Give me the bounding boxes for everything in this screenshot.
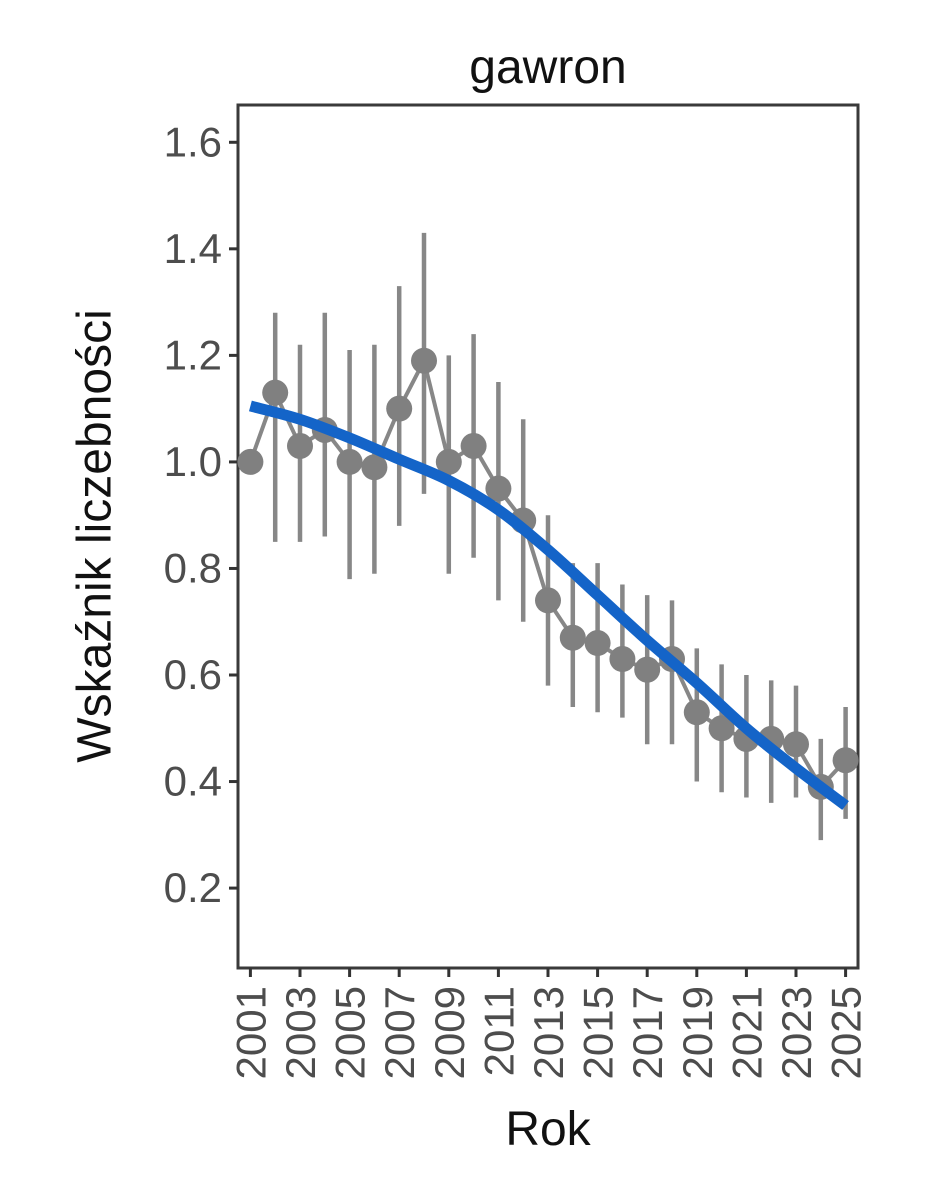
data-point-2020 (708, 715, 735, 742)
y-tick-label: 0.8 (164, 544, 222, 591)
x-tick-label: 2023 (773, 986, 820, 1079)
data-point-2003 (287, 432, 313, 459)
x-tick-label: 2003 (277, 986, 324, 1079)
chart-title: gawron (469, 41, 627, 94)
data-point-2006 (361, 454, 388, 481)
y-tick-label: 0.2 (164, 864, 222, 911)
x-tick-label: 2005 (327, 986, 374, 1079)
data-point-2015 (584, 630, 611, 657)
x-tick-label: 2019 (674, 986, 721, 1079)
x-tick-label: 2011 (475, 986, 522, 1076)
x-tick-label: 2001 (227, 986, 274, 1079)
y-tick-label: 1.2 (164, 331, 222, 378)
x-tick-label: 2021 (723, 986, 770, 1079)
x-tick-label: 2015 (575, 986, 622, 1079)
x-tick-label: 2009 (426, 986, 473, 1079)
y-tick-label: 0.6 (164, 651, 222, 698)
data-point-2010 (460, 432, 487, 459)
data-point-2001 (237, 448, 264, 475)
x-axis-title: Rok (505, 1103, 591, 1156)
data-point-2008 (411, 347, 437, 374)
y-tick-label: 0.4 (164, 758, 222, 805)
y-tick-label: 1.4 (164, 225, 222, 272)
data-point-2009 (435, 448, 462, 475)
data-point-2017 (634, 656, 661, 683)
x-tick-label: 2017 (624, 986, 671, 1079)
y-tick-label: 1.0 (164, 438, 222, 485)
data-point-2023 (783, 731, 809, 758)
trend-line (248, 400, 849, 810)
x-tick-label: 2007 (376, 986, 423, 1079)
data-point-2007 (386, 395, 413, 422)
data-point-2005 (336, 448, 363, 475)
x-tick-label: 2013 (525, 986, 572, 1079)
data-point-2011 (485, 475, 512, 502)
data-point-2014 (559, 624, 586, 651)
data-point-2019 (683, 699, 710, 726)
y-tick-label: 1.6 (164, 118, 222, 165)
data-point-2016 (609, 646, 636, 673)
y-axis-title: Wskaźnik liczebności (68, 309, 122, 763)
data-point-2025 (832, 747, 859, 774)
data-point-2002 (262, 379, 289, 406)
data-point-2013 (535, 587, 561, 614)
x-tick-label: 2025 (823, 986, 870, 1079)
